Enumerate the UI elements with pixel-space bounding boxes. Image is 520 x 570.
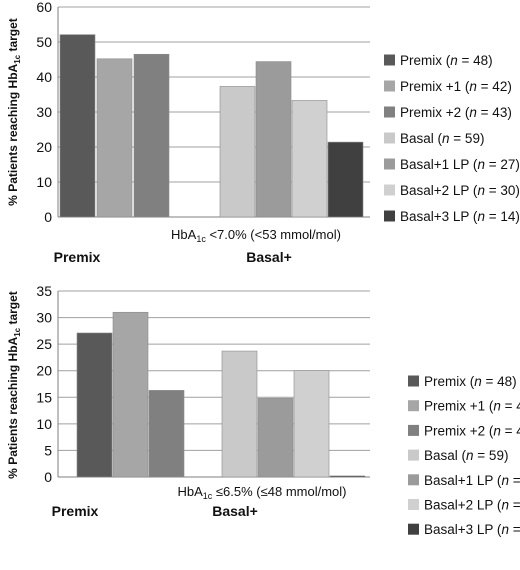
legend-label: Premix +1 (n = 42) bbox=[400, 79, 512, 94]
chart-panel-hba1c-7: 0 10 20 30 40 50 60 % Patients reaching HbA1c t… bbox=[6, 0, 520, 265]
y-tick-label: 10 bbox=[36, 174, 52, 190]
y-axis-label: % Patients reaching HbA1c target bbox=[6, 291, 22, 479]
group-label: Premix bbox=[52, 503, 99, 519]
group-label: Basal+ bbox=[246, 249, 292, 265]
legend-swatch bbox=[384, 184, 395, 196]
chart-panel-hba1c-6-5: 0 5 10 15 20 25 30 35 % Patients reaching HbA1c … bbox=[6, 283, 520, 537]
legend-label: Basal (n = 59) bbox=[424, 448, 508, 463]
bar-3 bbox=[133, 53, 170, 218]
y-tick-label: 60 bbox=[36, 0, 52, 15]
bar-2 bbox=[112, 311, 149, 478]
legend-swatch bbox=[384, 158, 395, 170]
legend-label: Basal+2 LP (n = 30) bbox=[400, 183, 520, 198]
legend-label: Basal+3 LP (n = 14) bbox=[424, 522, 520, 537]
y-tick-label: 0 bbox=[44, 469, 52, 485]
y-tick-label: 30 bbox=[36, 310, 52, 326]
legend-label: Basal (n = 59) bbox=[400, 131, 484, 146]
legend-swatch bbox=[408, 449, 419, 461]
legend-swatch bbox=[384, 210, 395, 222]
bar-1 bbox=[59, 34, 96, 218]
legend-swatch bbox=[408, 400, 419, 412]
bar-7 bbox=[329, 475, 366, 478]
legend-swatch bbox=[408, 375, 419, 387]
legend-swatch bbox=[408, 474, 419, 486]
group-label: Basal+ bbox=[212, 503, 258, 519]
bar-6 bbox=[293, 370, 330, 478]
legend-label: Premix +1 (n = 42) bbox=[424, 399, 520, 414]
y-tick-label: 30 bbox=[36, 104, 52, 120]
bar-2 bbox=[96, 58, 133, 218]
y-tick-label: 20 bbox=[36, 139, 52, 155]
legend-label: Basal+3 LP (n = 14) bbox=[400, 209, 520, 224]
legend-swatch bbox=[408, 424, 419, 436]
legend-swatch bbox=[408, 499, 419, 510]
group-label: Premix bbox=[54, 249, 101, 265]
x-axis-label: HbA1c ≤6.5% (≤48 mmol/mol) bbox=[177, 484, 346, 501]
x-axis-label: HbA1c <7.0% (<53 mmol/mol) bbox=[171, 227, 341, 244]
bar-3 bbox=[148, 390, 185, 478]
bar-4 bbox=[221, 350, 258, 478]
legend-label: Basal+1 LP (n = 27) bbox=[400, 157, 520, 172]
legend-swatch bbox=[384, 132, 395, 144]
y-tick-label: 5 bbox=[44, 442, 52, 458]
legend-swatch bbox=[384, 54, 395, 66]
legend-label: Premix +2 (n = 43) bbox=[400, 105, 512, 120]
bar-6 bbox=[291, 100, 328, 218]
bar-1 bbox=[76, 332, 113, 478]
legend-label: Premix (n = 48) bbox=[400, 53, 493, 68]
y-tick-label: 20 bbox=[36, 363, 52, 379]
legend-swatch bbox=[384, 106, 395, 118]
legend-label: Premix (n = 48) bbox=[424, 374, 517, 389]
legend-label: Basal+2 LP (n = 30) bbox=[424, 498, 520, 513]
legend-label: Premix +2 (n = 43) bbox=[424, 423, 520, 438]
legend-swatch bbox=[384, 80, 395, 92]
bar-4 bbox=[219, 86, 256, 218]
y-axis-label: % Patients reaching HbA1c target bbox=[6, 18, 22, 206]
y-tick-label: 35 bbox=[36, 283, 52, 299]
y-tick-label: 0 bbox=[44, 209, 52, 225]
bar-5 bbox=[257, 398, 294, 478]
y-tick-label: 15 bbox=[36, 389, 52, 405]
y-tick-label: 40 bbox=[36, 69, 52, 85]
legend-swatch bbox=[408, 523, 419, 535]
legend-label: Basal+1 LP (n = 27) bbox=[424, 473, 520, 488]
y-tick-label: 25 bbox=[36, 336, 52, 352]
bar-7 bbox=[327, 141, 364, 218]
y-tick-label: 10 bbox=[36, 416, 52, 432]
bar-5 bbox=[255, 61, 292, 218]
y-tick-label: 50 bbox=[36, 34, 52, 50]
